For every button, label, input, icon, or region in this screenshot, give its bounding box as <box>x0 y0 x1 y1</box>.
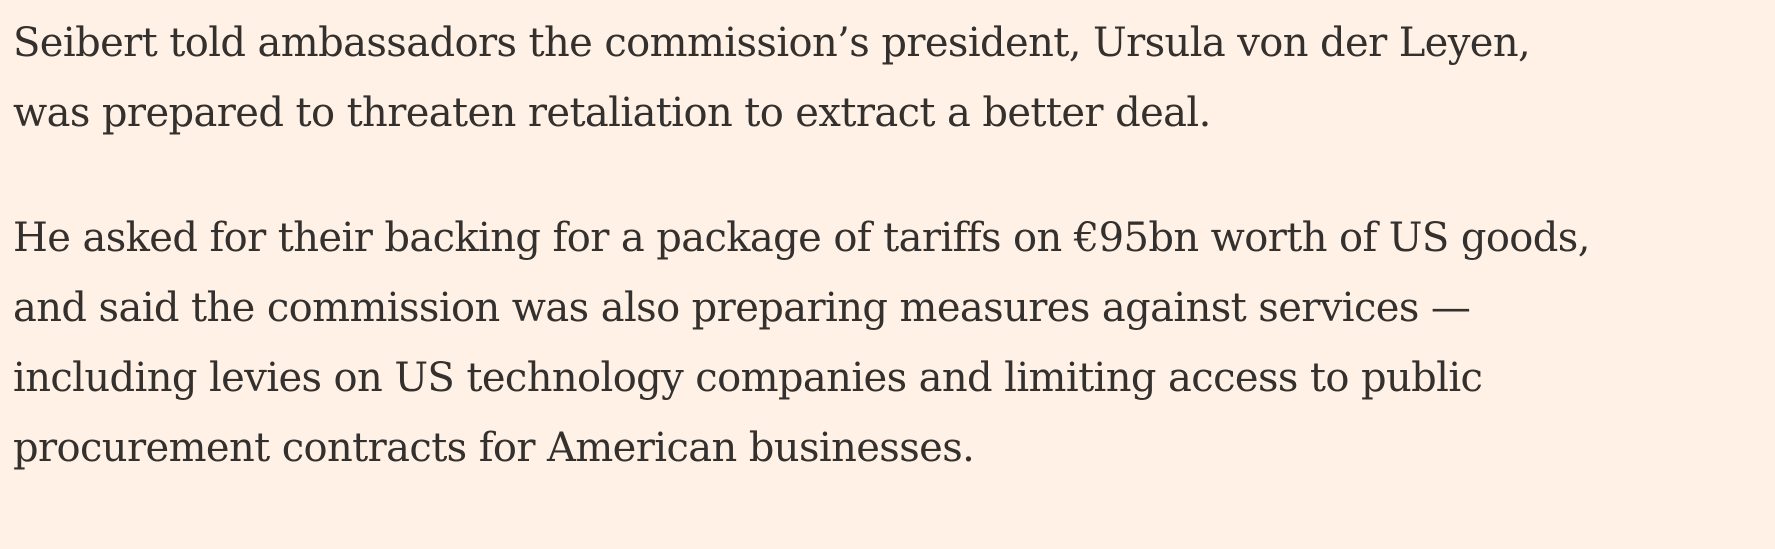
text-line: including levies on US technology compan… <box>13 355 1483 401</box>
text-line: was prepared to threaten retaliation to … <box>13 90 1211 136</box>
text-line: Seibert told ambassadors the commission’… <box>13 20 1531 66</box>
text-line: procurement contracts for American busin… <box>13 425 975 471</box>
paragraph-1: Seibert told ambassadors the commission’… <box>13 8 1590 148</box>
text-line: and said the commission was also prepari… <box>13 285 1471 331</box>
paragraph-2: He asked for their backing for a package… <box>13 203 1590 483</box>
article-body: Seibert told ambassadors the commission’… <box>13 8 1590 538</box>
text-line: He asked for their backing for a package… <box>13 215 1590 261</box>
